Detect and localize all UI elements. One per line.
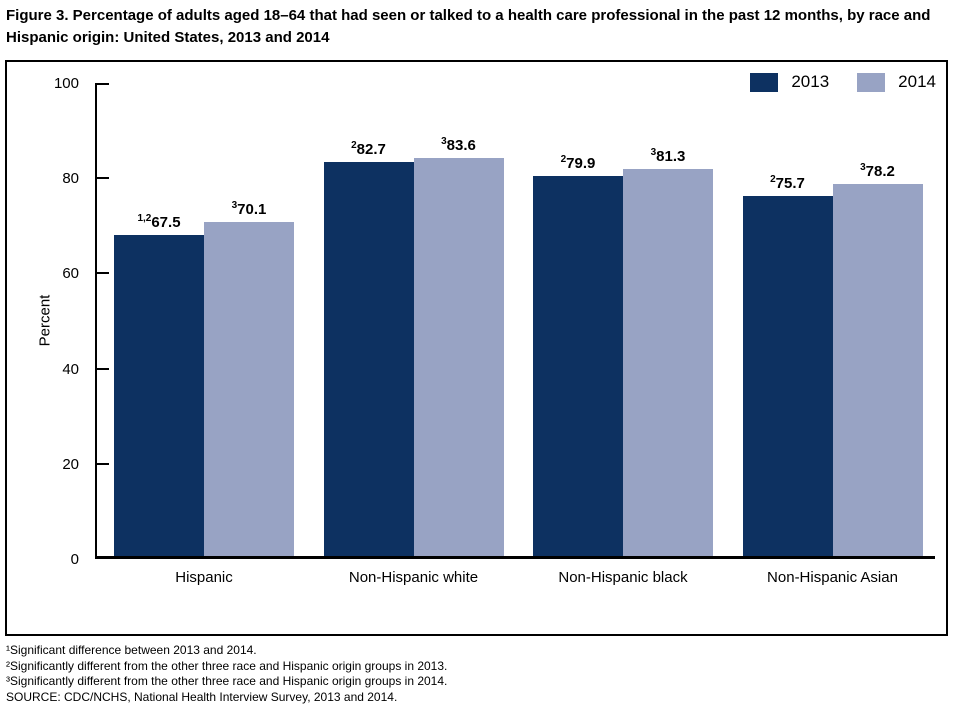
legend-item-2014: 2014 [857, 72, 936, 92]
legend-item-2013: 2013 [750, 72, 829, 92]
plot-area: Percent 0 20 40 60 80 100 1,267.5 370.1 Hispanic… [37, 75, 935, 586]
value-label-2013-non-hispanic-black: 279.9 [560, 153, 596, 172]
value-superscript: 2 [560, 153, 567, 165]
category-label-non-hispanic-asian: Non-Hispanic Asian [767, 569, 898, 586]
value-superscript: 2 [770, 173, 776, 185]
bar-2014-non-hispanic-black [623, 169, 713, 556]
value-superscript: 2 [351, 140, 357, 152]
legend-label-2014: 2014 [898, 72, 936, 91]
value-superscript: 3 [860, 161, 866, 173]
value-superscript: 1,2 [137, 212, 152, 224]
value-label-2013-hispanic: 1,267.5 [137, 212, 181, 231]
footnote-1: ¹Significant difference between 2013 and… [6, 643, 257, 657]
y-tick-label-20: 20 [62, 455, 79, 473]
bar-2014-non-hispanic-asian [832, 183, 923, 556]
category-label-non-hispanic-white: Non-Hispanic white [348, 569, 479, 586]
value-superscript: 3 [441, 136, 447, 148]
legend-swatch-2014 [857, 72, 886, 92]
bar-2013-non-hispanic-asian [742, 195, 833, 556]
value-label-2014-non-hispanic-asian: 378.2 [860, 161, 895, 180]
value-label-2014-hispanic: 370.1 [231, 200, 267, 219]
footnote-3: ³Significantly different from the other … [6, 674, 448, 688]
category-label-non-hispanic-black: Non-Hispanic black [558, 569, 688, 586]
y-axis-title: Percent [36, 294, 54, 347]
y-tick-label-80: 80 [62, 170, 79, 188]
y-tick-label-100: 100 [53, 75, 79, 92]
legend-label-2013: 2013 [791, 72, 830, 91]
bar-2013-non-hispanic-black [533, 175, 623, 556]
bar-2014-non-hispanic-white [413, 158, 504, 556]
bar-2014-hispanic [204, 222, 294, 556]
footnotes-block: ¹Significant difference between 2013 and… [6, 643, 952, 705]
bar-2013-non-hispanic-white [323, 162, 414, 556]
bar-2013-hispanic [114, 234, 204, 556]
category-label-hispanic: Hispanic [175, 569, 233, 586]
y-tick-100 [97, 83, 109, 85]
value-label-2014-non-hispanic-black: 381.3 [650, 147, 686, 166]
value-superscript: 3 [231, 200, 238, 212]
y-tick-label-0: 0 [70, 551, 79, 568]
value-label-2013-non-hispanic-white: 282.7 [351, 140, 386, 159]
footnote-2: ²Significantly different from the other … [6, 658, 448, 673]
y-tick-40 [97, 367, 109, 370]
value-label-2014-non-hispanic-white: 383.6 [441, 136, 476, 155]
value-superscript: 3 [650, 147, 657, 159]
legend: 2013 2014 [750, 72, 936, 92]
y-tick-60 [97, 272, 109, 275]
figure-title: Figure 3. Percentage of adults aged 18–6… [6, 7, 931, 46]
legend-swatch-2013 [750, 72, 779, 92]
y-tick-label-60: 60 [62, 265, 79, 283]
y-tick-label-40: 40 [62, 360, 79, 378]
source-line: SOURCE: CDC/NCHS, National Health Interv… [6, 689, 398, 704]
chart-frame: 2013 2014 Percent 0 20 40 60 80 100 1,267.5 370… [5, 60, 948, 636]
y-tick-80 [97, 177, 109, 180]
y-tick-20 [97, 462, 109, 465]
value-label-2013-non-hispanic-asian: 275.7 [770, 173, 805, 192]
